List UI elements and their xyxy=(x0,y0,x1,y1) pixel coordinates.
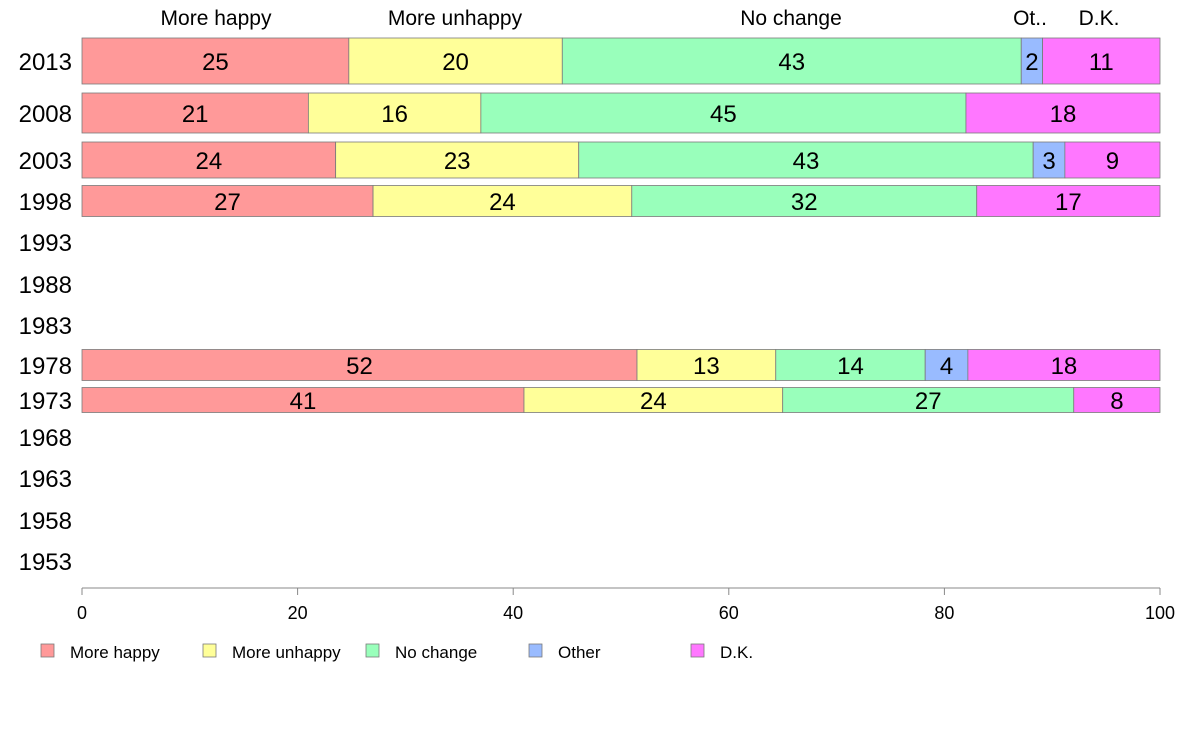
year-label-1983: 1983 xyxy=(19,313,72,340)
bar-segment-1978-2 xyxy=(775,349,926,381)
legend-swatch-2 xyxy=(365,643,380,658)
value-label-1998-1: 24 xyxy=(489,189,516,216)
year-label-1953: 1953 xyxy=(19,549,72,576)
value-label-1973-1: 24 xyxy=(640,388,667,415)
column-label-3: Ot.. xyxy=(1013,7,1047,30)
legend-label-1: More unhappy xyxy=(232,643,341,662)
value-label-1978-0: 52 xyxy=(346,353,373,380)
bar-segment-1973-0 xyxy=(81,387,525,413)
bar-segment-1998-1 xyxy=(372,185,633,217)
value-label-1978-4: 18 xyxy=(1051,353,1078,380)
value-label-1978-1: 13 xyxy=(693,353,720,380)
x-tick-label-100: 100 xyxy=(1145,603,1175,623)
bar-segment-2008-2 xyxy=(480,92,967,134)
bar-segment-1978-0 xyxy=(81,349,638,381)
legend-label-3: Other xyxy=(558,643,601,662)
value-label-1978-2: 14 xyxy=(837,353,864,380)
value-label-2008-4: 18 xyxy=(1050,101,1077,128)
bar-segment-2013-2 xyxy=(561,37,1022,85)
value-label-2008-0: 21 xyxy=(182,101,209,128)
value-label-2013-0: 25 xyxy=(202,49,229,76)
year-label-1963: 1963 xyxy=(19,466,72,493)
value-label-1998-2: 32 xyxy=(791,189,818,216)
value-label-2013-2: 43 xyxy=(778,49,805,76)
legend-swatch-4 xyxy=(690,643,705,658)
value-label-2003-1: 23 xyxy=(444,148,471,175)
value-label-1978-3: 4 xyxy=(940,353,953,380)
value-label-2003-3: 3 xyxy=(1042,148,1055,175)
legend-label-0: More happy xyxy=(70,643,160,662)
bar-segment-2008-0 xyxy=(81,92,309,134)
bar-segment-2003-2 xyxy=(578,141,1034,179)
year-label-1958: 1958 xyxy=(19,508,72,535)
value-label-1973-4: 8 xyxy=(1110,388,1123,415)
bar-segment-2008-4 xyxy=(965,92,1161,134)
column-label-4: D.K. xyxy=(1079,7,1120,30)
bar-segment-1998-4 xyxy=(976,185,1161,217)
x-tick-label-0: 0 xyxy=(77,603,87,623)
year-label-2003: 2003 xyxy=(19,148,72,175)
year-label-1993: 1993 xyxy=(19,230,72,257)
value-label-2013-1: 20 xyxy=(442,49,469,76)
value-label-1998-4: 17 xyxy=(1055,189,1082,216)
column-label-1: More unhappy xyxy=(388,7,523,30)
legend-label-2: No change xyxy=(395,643,477,662)
bar-segment-1978-3 xyxy=(924,349,969,381)
year-label-1978: 1978 xyxy=(19,353,72,380)
bar-segment-2003-1 xyxy=(335,141,580,179)
column-label-2: No change xyxy=(740,7,842,30)
legend-label-4: D.K. xyxy=(720,643,753,662)
bar-segment-2003-3 xyxy=(1032,141,1066,179)
year-labels: 2013 2008 2003 1998 1993 1988 1983 1978 1973 1968… xyxy=(19,49,72,576)
bar-segment-2013-0 xyxy=(81,37,350,85)
legend-swatch-3 xyxy=(528,643,543,658)
year-label-1988: 1988 xyxy=(19,272,72,299)
x-tick-label-80: 80 xyxy=(934,603,954,623)
value-label-2013-3: 2 xyxy=(1025,49,1038,76)
column-label-0: More happy xyxy=(161,7,272,30)
bar-segment-2008-1 xyxy=(307,92,482,134)
value-label-1973-0: 41 xyxy=(290,388,317,415)
column-labels: More happy More unhappy No change Ot.. D.K. xyxy=(161,7,1120,30)
bar-segment-1973-1 xyxy=(523,387,784,413)
x-axis: 0 20 40 60 80 100 xyxy=(77,587,1175,623)
year-label-1968: 1968 xyxy=(19,425,72,452)
value-label-2003-2: 43 xyxy=(793,148,820,175)
value-label-2003-0: 24 xyxy=(195,148,222,175)
value-label-1973-2: 27 xyxy=(915,388,942,415)
bar-segment-1998-0 xyxy=(81,185,374,217)
bar-segment-2003-4 xyxy=(1064,141,1161,179)
x-tick-label-60: 60 xyxy=(719,603,739,623)
value-label-2008-1: 16 xyxy=(381,101,408,128)
bar-segment-1973-4 xyxy=(1073,387,1161,413)
bar-segment-1998-2 xyxy=(631,185,978,217)
bar-segment-2013-1 xyxy=(348,37,563,85)
value-label-1998-0: 27 xyxy=(214,189,241,216)
value-label-2008-2: 45 xyxy=(710,101,737,128)
legend: More happy More unhappy No change Other D.K. xyxy=(40,643,753,662)
value-label-2013-4: 11 xyxy=(1089,49,1114,76)
bar-segment-1973-2 xyxy=(782,387,1075,413)
x-tick-label-40: 40 xyxy=(503,603,523,623)
legend-swatch-1 xyxy=(202,643,217,658)
year-label-2013: 2013 xyxy=(19,49,72,76)
bar-segment-1978-1 xyxy=(636,349,777,381)
year-label-2008: 2008 xyxy=(19,101,72,128)
year-label-1973: 1973 xyxy=(19,388,72,415)
bar-segment-2013-4 xyxy=(1042,37,1161,85)
year-label-1998: 1998 xyxy=(19,189,72,216)
bar-segment-1978-4 xyxy=(967,349,1161,381)
x-tick-label-20: 20 xyxy=(288,603,308,623)
legend-swatch-0 xyxy=(40,643,55,658)
bar-segment-2003-0 xyxy=(81,141,337,179)
value-label-2003-4: 9 xyxy=(1106,148,1119,175)
bars: 25 20 43 2 11 21 16 45 18 24 23 43 3 9 27 24 32 17 52 13 14 4… xyxy=(81,37,1161,415)
